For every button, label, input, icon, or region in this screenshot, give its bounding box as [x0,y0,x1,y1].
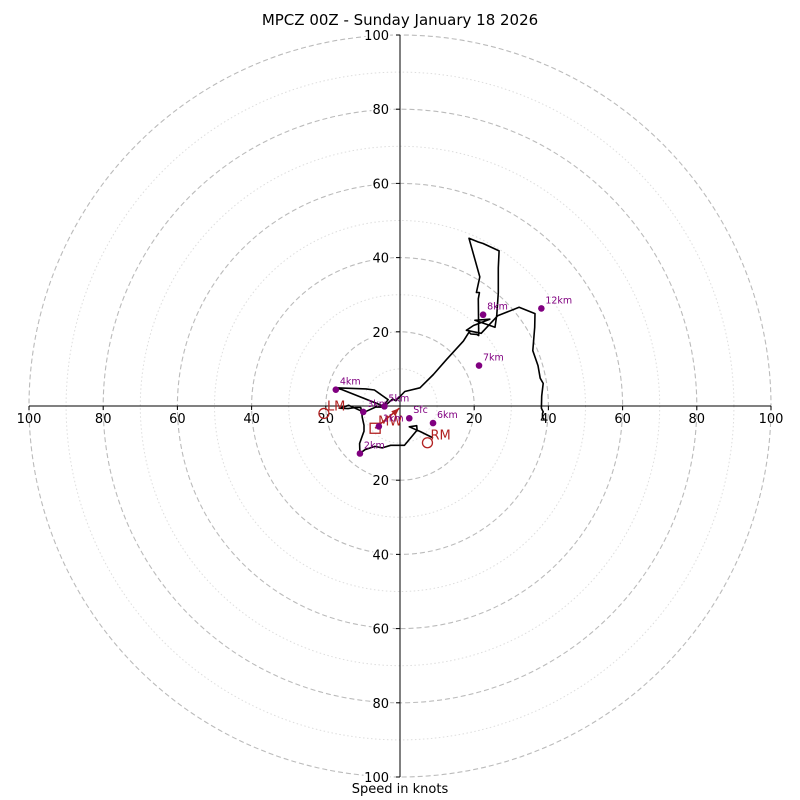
height-label-2km: 2km [364,440,385,451]
height-label-4km: 4km [340,377,361,388]
height-marker-5km [381,403,388,410]
height-marker-6km [429,419,437,427]
y-tick-up-label: 20 [372,326,389,341]
height-marker-4km [332,386,340,393]
x-tick-right-label: 80 [689,412,706,427]
height-marker-1km [375,423,383,430]
height-label-8km: 8km [487,302,508,313]
axes [29,35,771,777]
chart-title: MPCZ 00Z - Sunday January 18 2026 [261,11,539,29]
y-tick-up-label: 100 [364,29,389,44]
height-label-sfc: Sfc [413,405,428,416]
storm-motion-arrowhead [391,408,400,417]
x-axis-label: Speed in knots [351,782,449,797]
x-tick-right-label: 60 [614,412,631,427]
storm-motion-rm-marker [421,437,434,449]
height-label-7km: 7km [483,353,504,364]
y-tick-down-label: 20 [372,474,389,489]
height-label-12km: 12km [545,295,572,306]
y-tick-up-label: 80 [372,103,389,118]
wind-trace [334,237,545,455]
storm-motion-lm-marker [318,407,330,420]
x-tick-right-label: 40 [540,412,557,427]
storm-motion: LM MW RM [318,399,451,449]
storm-motion-mw-label: MW [378,414,402,429]
height-markers: Sfc 1km 2km 3km 4km 5km 6km 7km 8km 12km [332,295,572,457]
height-label-1km: 1km [383,413,404,424]
x-tick-left-label: 100 [17,412,42,427]
height-marker-8km [479,311,487,319]
x-tick-right-label: 20 [466,412,483,427]
hodograph-trace-line [334,237,545,455]
y-tick-down-label: 100 [364,771,389,786]
height-marker-7km [475,362,483,369]
y-tick-down-label: 80 [372,697,389,712]
y-tick-up-label: 60 [372,177,389,192]
height-marker-2km [356,450,364,457]
height-marker-12km [538,305,545,312]
y-tick-up-label: 40 [372,252,389,267]
x-tick-left-label: 40 [243,412,260,427]
height-label-5km: 5km [388,393,409,404]
x-tick-right-label: 100 [759,412,784,427]
storm-motion-lm-label: LM [327,399,345,414]
y-tick-down-label: 40 [372,548,389,563]
x-tick-left-label: 20 [318,412,335,427]
y-tick-down-label: 60 [372,623,389,638]
storm-motion-rm-label: RM [430,429,450,444]
height-marker-3km [359,408,367,416]
height-marker-sfc [405,414,413,422]
height-label-6km: 6km [437,410,458,421]
x-tick-left-label: 60 [169,412,186,427]
height-label-3km: 3km [367,399,388,410]
tick-labels: 20 20 20 20 40 40 40 40 60 60 60 60 80 80 80 80 100 100 10… [17,27,784,788]
x-tick-left-label: 80 [95,412,112,427]
